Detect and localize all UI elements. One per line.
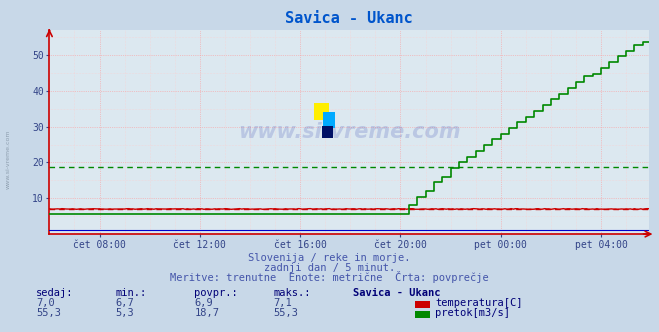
Bar [314,103,330,120]
Text: 18,7: 18,7 [194,308,219,318]
Text: povpr.:: povpr.: [194,288,238,298]
Text: www.si-vreme.com: www.si-vreme.com [238,122,461,142]
Text: sedaj:: sedaj: [36,288,74,298]
Text: Savica - Ukanc: Savica - Ukanc [353,288,440,298]
Text: 6,9: 6,9 [194,298,213,308]
Text: 7,0: 7,0 [36,298,55,308]
Title: Savica - Ukanc: Savica - Ukanc [285,11,413,26]
Text: maks.:: maks.: [273,288,311,298]
Text: 55,3: 55,3 [36,308,61,318]
Text: www.si-vreme.com: www.si-vreme.com [6,129,11,189]
Text: 7,1: 7,1 [273,298,292,308]
Text: Meritve: trenutne  Enote: metrične  Črta: povprečje: Meritve: trenutne Enote: metrične Črta: … [170,271,489,283]
Bar [322,126,333,138]
Text: temperatura[C]: temperatura[C] [435,298,523,308]
Text: pretok[m3/s]: pretok[m3/s] [435,308,510,318]
Text: min.:: min.: [115,288,146,298]
Text: Slovenija / reke in morje.: Slovenija / reke in morje. [248,253,411,263]
Text: 6,7: 6,7 [115,298,134,308]
Text: 5,3: 5,3 [115,308,134,318]
Bar [323,112,335,128]
Text: zadnji dan / 5 minut.: zadnji dan / 5 minut. [264,263,395,273]
Text: 55,3: 55,3 [273,308,299,318]
